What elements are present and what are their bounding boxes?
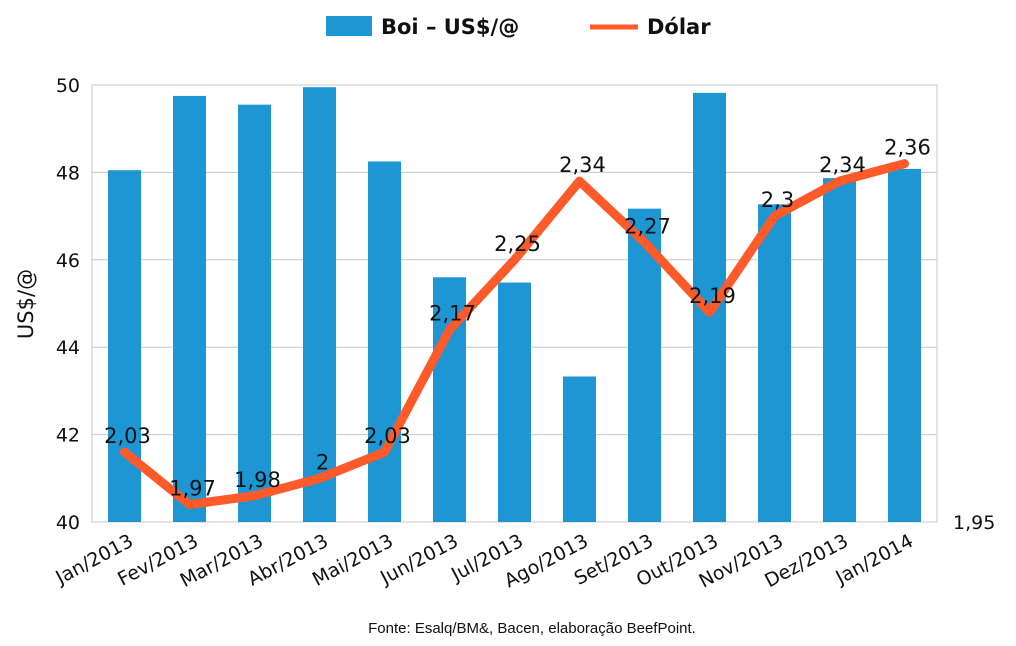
y-left-tick-label: 44: [56, 337, 80, 359]
y-left-tick-label: 46: [56, 250, 80, 272]
bar-series: [108, 87, 921, 523]
line-data-label: 2,3: [761, 188, 794, 212]
line-data-label: 1,97: [169, 477, 216, 501]
line-data-label: 2,34: [819, 153, 866, 177]
line-data-label: 2,19: [689, 284, 736, 308]
line-data-label: 2,03: [364, 424, 411, 448]
line-data-label: 2,03: [104, 424, 151, 448]
dolar-line-series: [120, 159, 909, 510]
bar-fev-2013: [173, 95, 206, 523]
source-note: Fonte: Esalq/BM&, Bacen, elaboração Beef…: [368, 620, 696, 637]
y-left-tick-label: 48: [56, 162, 80, 184]
line-data-label: 2,34: [559, 153, 606, 177]
bar-dez-2013: [823, 178, 856, 522]
bar-mai-2013: [368, 161, 401, 522]
bar-ago-2013: [563, 376, 596, 522]
legend-bar-label: Boi – US$/@: [381, 15, 519, 39]
legend: Boi – US$/@ Dólar: [326, 15, 711, 39]
line-data-label: 2,36: [884, 136, 931, 160]
y-left-tick-label: 40: [56, 512, 80, 534]
line-data-label: 2,17: [429, 302, 476, 326]
y-left-tick-label: 50: [56, 75, 80, 97]
bar-nov-2013: [758, 204, 791, 522]
line-data-label: 1,98: [234, 468, 281, 492]
bar-abr-2013: [303, 87, 336, 522]
y-right-tick-label: 1,95: [953, 512, 995, 534]
y-axis-title: US$/@: [14, 269, 38, 339]
line-data-label: 2: [316, 450, 329, 474]
y-left-tick-label: 42: [56, 425, 80, 447]
bar-jul-2013: [498, 282, 531, 522]
bar-jan-2014: [888, 168, 921, 523]
right-axis-ticks: 1,95: [953, 512, 995, 534]
line-data-label: 2,27: [624, 214, 671, 238]
bar-jan-2013: [108, 170, 141, 522]
x-axis-ticks: Jan/2013Fev/2013Mar/2013Abr/2013Mai/2013…: [51, 530, 916, 593]
bar-mar-2013: [238, 104, 271, 522]
line-data-labels: 2,03 1,97 1,98 2 2,03 2,17 2,25 2,34 2,27 2,19 2,3…: [104, 136, 931, 501]
left-axis-ticks: 40 42 44 46 48 50: [56, 75, 80, 534]
bar-set-2013: [628, 208, 661, 522]
legend-line-label: Dólar: [647, 15, 711, 39]
line-data-label: 2,25: [494, 232, 541, 256]
legend-bar-swatch: [326, 16, 372, 36]
